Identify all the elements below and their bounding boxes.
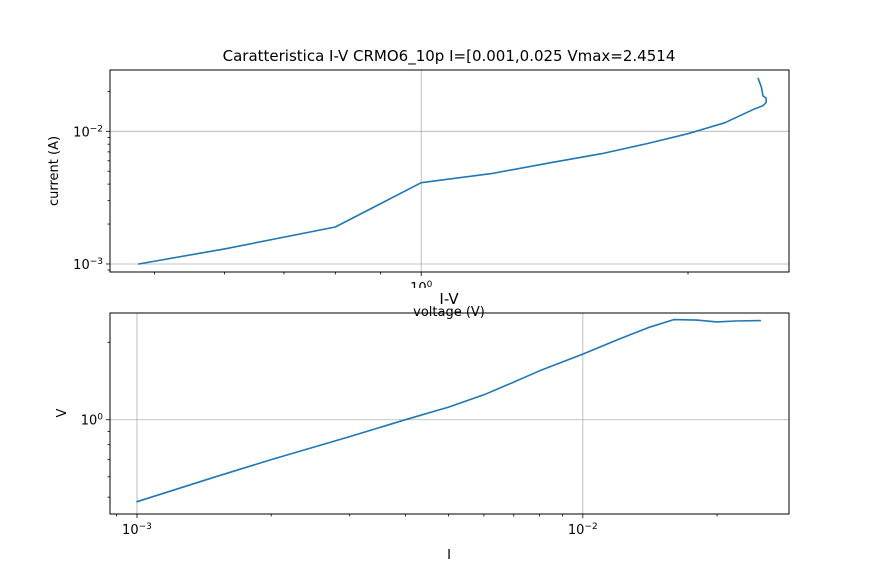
bottom-title-background <box>400 288 500 306</box>
y-tick-label: 10−2 <box>73 124 103 140</box>
y-tick-label: 10−3 <box>73 257 103 273</box>
bottom-ticks: 10−3 10−2 100 <box>81 341 718 538</box>
series-line <box>137 77 767 265</box>
bottom-x-axis-label: I <box>447 548 451 563</box>
x-tick-label: 10−3 <box>122 522 152 538</box>
bottom-series-group <box>136 318 762 503</box>
bottom-grid <box>110 313 789 514</box>
top-grid <box>110 70 789 272</box>
y-tick-label: 100 <box>81 413 104 429</box>
top-series-group <box>137 77 767 265</box>
x-tick-label: 10−2 <box>568 522 598 538</box>
top-y-axis-label: current (A) <box>47 136 62 206</box>
bottom-subplot: I-V 10−3 10−2 100 V I <box>55 288 790 563</box>
series-line <box>136 318 762 503</box>
bottom-chart-title: I-V <box>439 290 459 308</box>
bottom-plot-frame <box>109 312 790 515</box>
top-chart-title: Caratteristica I-V CRMO6_10p I=[0.001,0.… <box>223 47 676 66</box>
bottom-y-axis-label: V <box>55 408 70 417</box>
